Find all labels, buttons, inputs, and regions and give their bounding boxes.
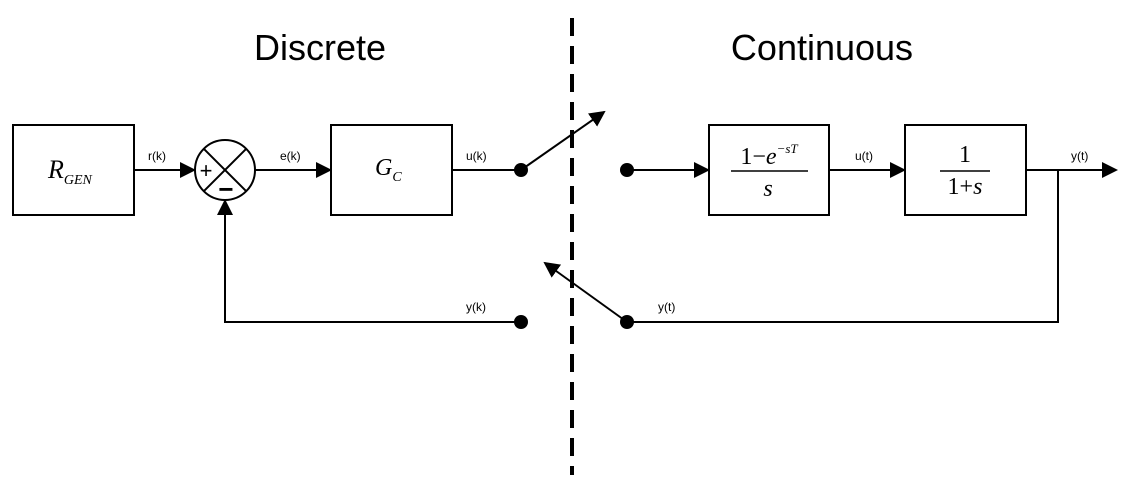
continuous-title: Continuous — [731, 27, 913, 68]
controller-block — [330, 124, 453, 216]
sampler-switch-lower — [543, 261, 628, 323]
generator-label: RGEN — [47, 155, 93, 188]
plant-block — [904, 124, 1027, 216]
signal-u-k: u(k) — [466, 149, 487, 163]
zoh-block — [708, 124, 830, 216]
discrete-title: Discrete — [254, 27, 386, 68]
generator-block — [12, 124, 135, 216]
controller-label: GC — [375, 155, 402, 185]
svg-text:s: s — [763, 176, 772, 202]
sampler-switch-upper — [520, 110, 606, 171]
signal-y-t-feedback: y(t) — [658, 300, 675, 314]
svg-text:1−e−sT: 1−e−sT — [740, 141, 798, 170]
signal-e-k: e(k) — [280, 149, 301, 163]
signal-u-t: u(t) — [855, 149, 873, 163]
signal-r-k: r(k) — [148, 149, 166, 163]
wire-feedback-continuous — [627, 170, 1059, 323]
signal-y-t-output: y(t) — [1071, 149, 1088, 163]
wire-feedback-discrete — [217, 199, 521, 323]
plant-transfer-function: 1 1+s — [940, 142, 990, 200]
zoh-transfer-function: 1−e−sT s — [731, 141, 808, 202]
plus-sign: + — [200, 158, 213, 183]
svg-text:1: 1 — [959, 142, 971, 168]
svg-text:1+s: 1+s — [948, 174, 983, 200]
summing-junction: + − — [194, 139, 256, 204]
minus-sign: − — [218, 174, 233, 204]
signal-y-k: y(k) — [466, 300, 486, 314]
